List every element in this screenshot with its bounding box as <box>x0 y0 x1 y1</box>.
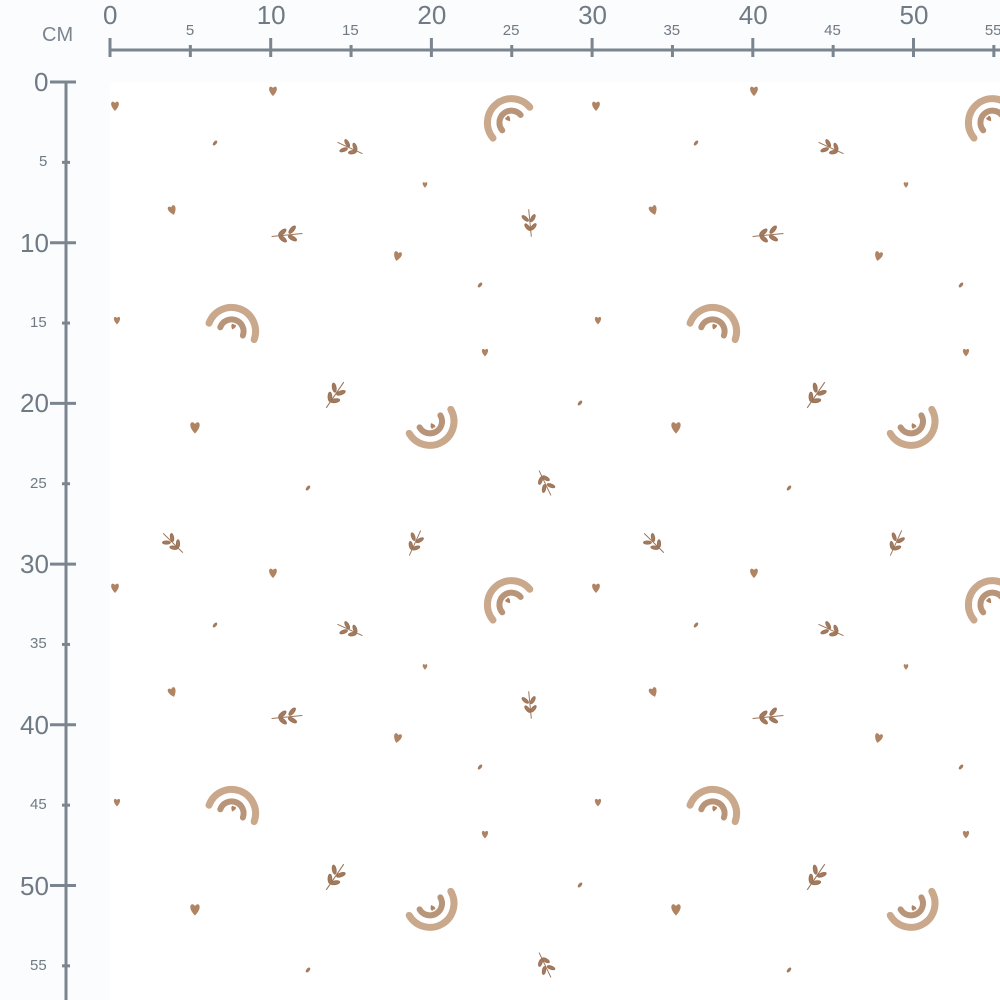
vertical-tick-label: 10 <box>20 227 49 258</box>
horizontal-tick-label: 50 <box>899 0 929 30</box>
vertical-tick-label: 0 <box>34 67 49 97</box>
horizontal-tick-label: 0 <box>103 0 118 30</box>
horizontal-tick-label: 15 <box>342 22 359 39</box>
vertical-tick-label: 45 <box>30 796 47 814</box>
horizontal-tick-label: 30 <box>578 0 608 30</box>
unit-label: CM <box>42 24 74 46</box>
vertical-tick-label: 30 <box>20 549 49 580</box>
horizontal-tick-label: 40 <box>738 0 768 30</box>
vertical-tick-label: 5 <box>39 153 48 171</box>
vertical-tick-label: 40 <box>20 709 49 740</box>
horizontal-tick-label: 45 <box>824 22 841 39</box>
horizontal-tick-label: 10 <box>256 0 286 30</box>
pattern-fill <box>110 82 1000 1000</box>
horizontal-tick-label: 5 <box>185 22 195 39</box>
vertical-tick-label: 55 <box>30 956 47 974</box>
vertical-tick-label: 20 <box>20 388 49 419</box>
vertical-tick-label: 50 <box>20 870 49 901</box>
fabric-pattern <box>110 82 1000 1000</box>
horizontal-tick-label: 20 <box>417 0 447 30</box>
fabric-preview <box>110 82 1000 1000</box>
vertical-tick-label: 25 <box>30 474 47 492</box>
vertical-tick-label: 35 <box>30 635 47 653</box>
horizontal-tick-label: 35 <box>663 22 681 39</box>
horizontal-tick-label: 55 <box>984 22 1000 39</box>
horizontal-tick-label: 25 <box>502 22 520 39</box>
vertical-tick-label: 15 <box>30 314 47 332</box>
